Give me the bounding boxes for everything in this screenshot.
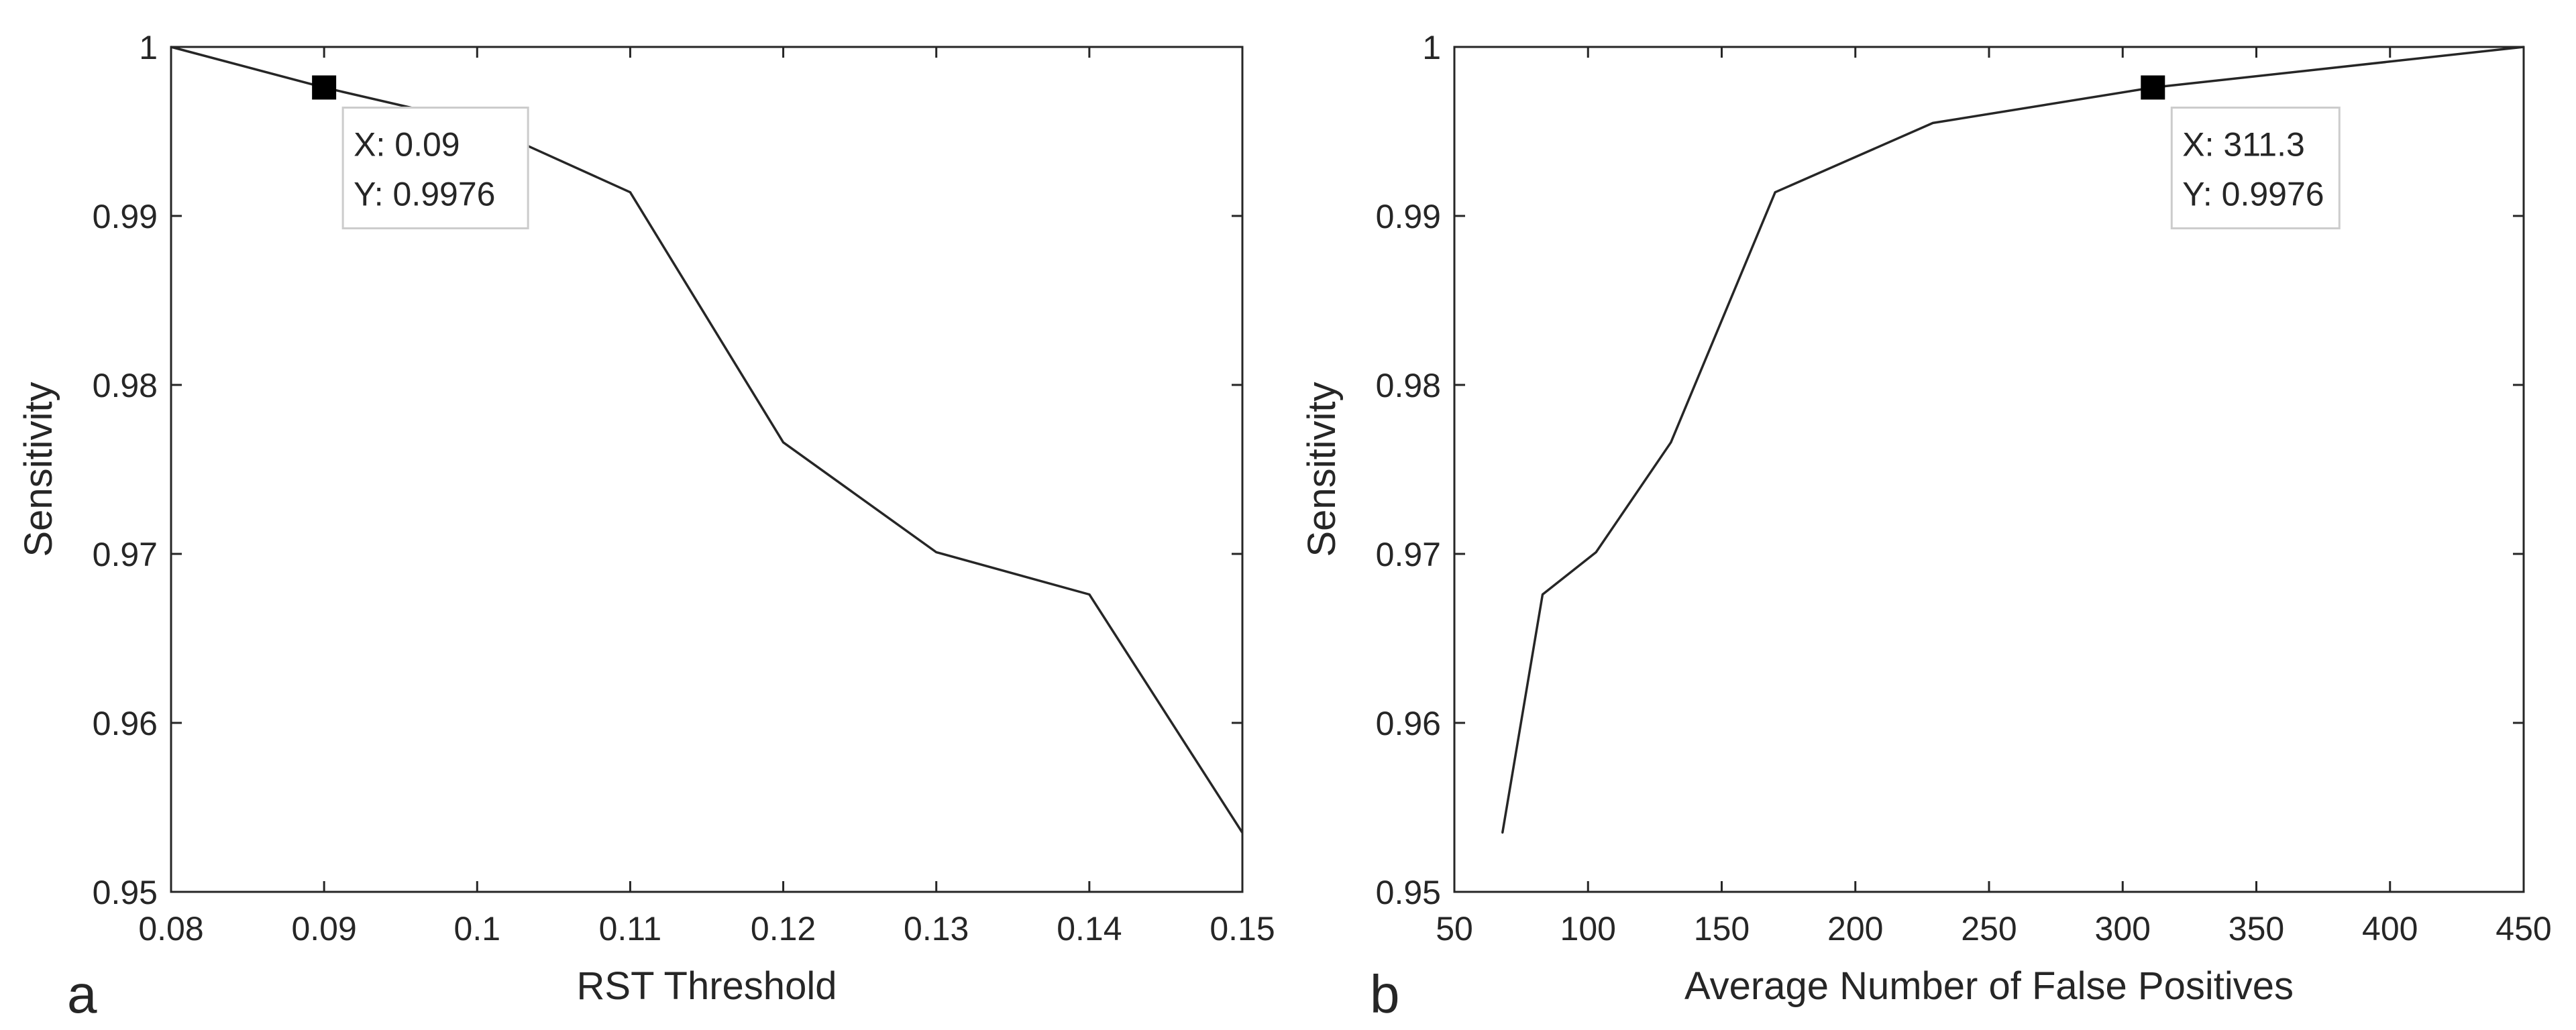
panel-label: a [67,964,97,1024]
plot-area [170,46,1244,893]
data-point [782,441,785,444]
x-tick-label: 0.13 [904,910,969,948]
x-tick-label: 350 [2229,910,2284,948]
x-tick-label: 50 [1436,910,1473,948]
x-tick-label: 0.1 [454,910,501,948]
data-point [1542,593,1544,595]
x-tick-label: 0.09 [291,910,356,948]
datatip-box[interactable]: X: 311.3 Y: 0.9976 [2170,106,2341,229]
y-tick-label: 0.95 [93,874,158,911]
datatip-y-text: Y: 0.9976 [2182,175,2324,213]
datatip-background [2170,106,2341,229]
data-point [629,191,631,194]
panel-label: b [1370,964,1400,1024]
data-point [935,551,938,553]
x-tick-label: 0.08 [138,910,203,948]
datatip-marker[interactable] [2141,75,2165,100]
y-tick-label: 1 [1422,29,1441,66]
y-tick-label: 0.98 [1376,367,1441,404]
y-tick-label: 0.97 [93,536,158,573]
x-tick-label: 0.11 [599,910,662,948]
y-tick-label: 0.99 [93,198,158,235]
x-tick-label: 300 [2095,910,2151,948]
plot-area [1453,46,2525,893]
datatip-y-text: Y: 0.9976 [354,175,495,213]
series-line [170,46,1244,834]
datatip-x-text: X: 0.09 [354,125,460,163]
y-axis-title: Sensitivity [1300,382,1344,557]
data-point [1501,832,1504,834]
x-axis-title: RST Threshold [577,964,837,1008]
y-axis-title: Sensitivity [17,382,60,557]
x-axis-title: Average Number of False Positives [1684,964,2294,1008]
chart-panel-b: 50 100 150 200 250 300 350 400 450 0.95 0.96 0.97 0.… [1300,29,2552,1024]
y-tick-label: 0.99 [1376,198,1441,235]
data-point [1931,121,1934,124]
datatip-background [341,106,529,229]
x-tick-label: 0.15 [1210,910,1275,948]
datatip-x-text: X: 311.3 [2182,125,2305,163]
x-tick-label: 200 [1827,910,1883,948]
data-point [1595,551,1597,553]
x-tick-label: 0.12 [751,910,816,948]
series-line [1501,46,2524,834]
data-point [1088,593,1091,595]
data-point [170,46,172,48]
data-point [1670,441,1672,444]
y-tick-label: 0.96 [1376,705,1441,742]
chart-panel-a: 0.08 0.09 0.1 0.11 0.12 0.13 0.14 0.15 0.95 0.96 0… [17,29,1275,1024]
x-tick-label: 0.14 [1057,910,1122,948]
datatip-marker[interactable] [312,75,337,100]
data-point [2522,46,2525,48]
y-tick-label: 0.98 [93,367,158,404]
x-tick-label: 450 [2496,910,2551,948]
y-tick-label: 0.96 [93,705,158,742]
datatip-box[interactable]: X: 0.09 Y: 0.9976 [341,106,529,229]
x-tick-label: 400 [2362,910,2418,948]
x-tick-label: 100 [1560,910,1616,948]
y-tick-label: 0.95 [1376,874,1441,911]
x-tick-label: 250 [1961,910,2017,948]
x-tick-label: 150 [1694,910,1750,948]
data-point [1774,191,1776,194]
y-tick-label: 1 [139,29,158,66]
data-point [1241,832,1244,834]
y-tick-label: 0.97 [1376,536,1441,573]
